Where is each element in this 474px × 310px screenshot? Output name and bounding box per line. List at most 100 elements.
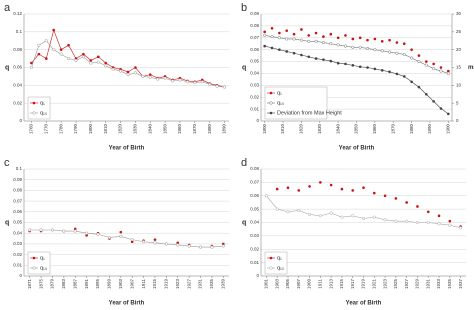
data-point [275,207,279,211]
x-tick-label: 1870 [192,124,197,135]
data-point [402,42,406,46]
x-tick-label: 1860 [372,124,377,135]
y-tick-label: 0.02 [250,246,259,251]
data-point [134,66,137,69]
data-point [432,67,436,71]
panel-label: c [4,157,10,169]
data-point [178,78,182,82]
data-point [351,64,355,67]
data-point [340,215,344,219]
data-point [383,194,387,198]
y-tick-label: 0.03 [250,83,259,88]
x-tick-label: 1919 [164,279,169,290]
y-tick-label: 0.02 [13,252,22,257]
y2-tick-label: 5 [456,100,459,105]
legend-marker [32,101,36,105]
legend-label: q₁₀ [40,110,47,116]
x-tick-label: 1903 [274,279,279,290]
data-point [383,218,387,222]
data-point [358,36,362,40]
y-tick-label: 0.03 [13,241,22,246]
data-point [394,219,398,223]
data-point [388,38,391,42]
x-axis-title: Year of Birth [346,301,382,307]
data-point [395,51,399,55]
data-point [300,53,303,57]
data-point [59,52,63,56]
data-point [89,59,93,62]
y-tick-label: 0.04 [13,83,22,88]
legend-label: q₁ [40,100,45,106]
x-tick-label: 1840 [147,124,152,135]
data-point [437,222,441,226]
data-point [104,61,108,65]
data-point [142,240,146,244]
data-point [176,241,180,245]
x-tick-label: 1901 [264,279,269,290]
x-tick-label: 1935 [209,279,214,290]
data-point [405,201,408,204]
data-point [285,37,289,41]
data-point [270,35,274,39]
y-tick-label: 0.01 [250,106,259,111]
data-point [198,245,203,249]
data-point [344,34,347,37]
data-point [437,214,441,218]
legend-marker [269,266,273,270]
data-point [448,223,452,227]
y-tick-label: 0.05 [250,206,259,211]
panel-label: d [241,157,247,169]
data-point [85,234,88,237]
legend-label: q₁ [277,255,282,261]
data-point [208,82,212,86]
y-tick-label: 0 [19,118,22,123]
data-point [426,220,430,225]
x-tick-label: 1939 [220,279,225,290]
data-point [358,65,362,69]
data-point [380,69,384,72]
data-point [119,69,123,73]
data-point [366,66,369,69]
data-point [153,241,157,245]
data-point [307,39,311,43]
data-point [156,77,160,81]
data-point [297,208,301,213]
data-point [37,52,41,56]
data-point [73,229,77,233]
y-tick-label: 0.07 [250,180,259,185]
y-tick-label: 0 [19,273,22,278]
data-point [148,73,152,76]
y-tick-label: 0.04 [13,230,22,235]
data-point [340,187,344,191]
data-point [424,92,428,96]
x-tick-label: 1879 [50,279,55,290]
x-tick-label: 1913 [328,279,333,290]
legend-label: q₁₀ [277,100,284,106]
panel-label: a [4,2,11,14]
x-tick-label: 1935 [447,279,452,290]
legend-marker [269,91,273,95]
x-tick-label: 1840 [335,124,340,135]
y2-tick-label: 25 [456,29,462,34]
x-tick-label: 1880 [207,124,212,135]
x-axis-title: Year of Birth [109,301,145,307]
data-point [380,40,384,43]
series-line [31,29,225,88]
data-point [164,242,168,246]
data-point [130,240,134,244]
data-point [119,234,123,238]
data-point [107,235,111,240]
y-tick-label: 0.06 [13,209,22,214]
data-point [221,244,225,248]
y-tick-label: 0.08 [13,47,22,52]
y-tick-label: 0.04 [250,71,259,76]
data-point [343,44,348,48]
data-point [222,85,227,89]
x-tick-label: 1923 [382,279,387,290]
data-point [215,84,219,88]
x-tick-label: 1880 [409,124,414,135]
x-tick-label: 1820 [118,124,123,135]
data-point [394,197,398,200]
data-point [329,59,333,63]
data-point [176,243,180,247]
